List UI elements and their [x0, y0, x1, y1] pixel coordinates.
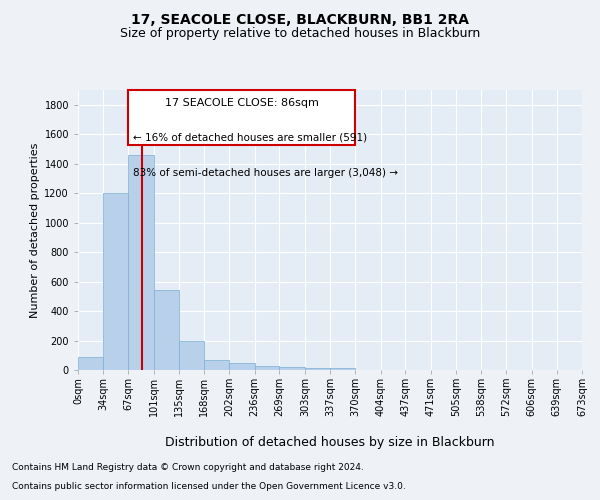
Text: Distribution of detached houses by size in Blackburn: Distribution of detached houses by size … — [165, 436, 495, 449]
Bar — [204, 360, 229, 370]
Bar — [179, 340, 204, 370]
Text: Size of property relative to detached houses in Blackburn: Size of property relative to detached ho… — [120, 28, 480, 40]
Bar — [255, 366, 280, 370]
Bar — [305, 368, 331, 370]
Bar — [154, 290, 179, 370]
Text: 83% of semi-detached houses are larger (3,048) →: 83% of semi-detached houses are larger (… — [133, 168, 398, 178]
Text: Contains HM Land Registry data © Crown copyright and database right 2024.: Contains HM Land Registry data © Crown c… — [12, 464, 364, 472]
Bar — [103, 193, 128, 370]
Text: 17 SEACOLE CLOSE: 86sqm: 17 SEACOLE CLOSE: 86sqm — [164, 98, 319, 108]
Bar — [229, 362, 255, 370]
FancyBboxPatch shape — [128, 90, 355, 144]
Text: 17, SEACOLE CLOSE, BLACKBURN, BB1 2RA: 17, SEACOLE CLOSE, BLACKBURN, BB1 2RA — [131, 12, 469, 26]
Bar — [78, 356, 103, 370]
Y-axis label: Number of detached properties: Number of detached properties — [30, 142, 40, 318]
Bar — [331, 368, 355, 370]
Bar — [128, 155, 154, 370]
Text: Contains public sector information licensed under the Open Government Licence v3: Contains public sector information licen… — [12, 482, 406, 491]
Text: ← 16% of detached houses are smaller (591): ← 16% of detached houses are smaller (59… — [133, 132, 367, 142]
Bar — [280, 367, 305, 370]
